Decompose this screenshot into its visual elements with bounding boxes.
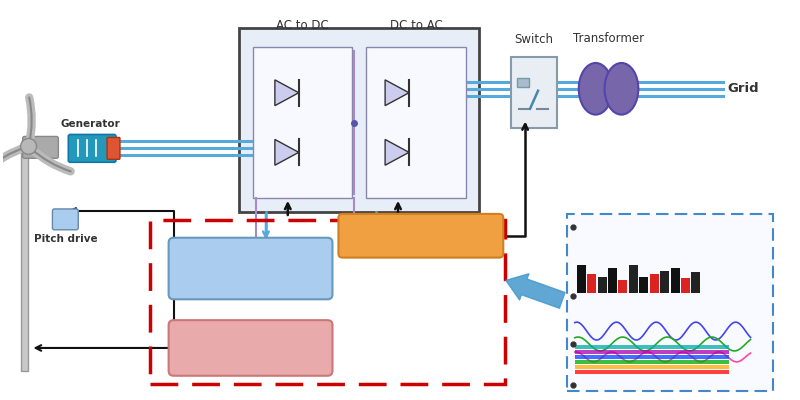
FancyBboxPatch shape [53,209,78,230]
FancyArrowPatch shape [0,147,26,170]
Text: Transformer: Transformer [573,32,644,45]
FancyBboxPatch shape [574,356,729,359]
FancyBboxPatch shape [21,152,28,371]
Ellipse shape [578,63,613,114]
FancyBboxPatch shape [660,271,669,293]
FancyBboxPatch shape [338,214,503,258]
Polygon shape [385,140,409,165]
FancyBboxPatch shape [650,274,658,293]
FancyBboxPatch shape [517,78,529,87]
FancyBboxPatch shape [691,272,700,293]
Text: Generator: Generator [60,120,120,130]
Text: Switch: Switch [514,33,554,46]
FancyBboxPatch shape [629,265,638,293]
Text: DC to AC: DC to AC [390,19,442,32]
Polygon shape [385,80,409,106]
FancyBboxPatch shape [639,277,648,293]
FancyBboxPatch shape [22,136,58,158]
Text: Pitch drive: Pitch drive [34,234,97,244]
FancyBboxPatch shape [511,57,557,128]
FancyBboxPatch shape [587,274,596,293]
FancyArrowPatch shape [30,98,32,144]
FancyBboxPatch shape [574,365,729,369]
FancyBboxPatch shape [567,214,774,391]
FancyBboxPatch shape [107,138,120,159]
FancyArrowPatch shape [30,148,70,171]
Text: Energy storage
system: Energy storage system [210,258,290,279]
FancyBboxPatch shape [598,277,606,293]
Text: converter control: converter control [366,231,475,241]
FancyArrowPatch shape [0,147,26,170]
Text: wind turbine control: wind turbine control [198,343,303,353]
FancyBboxPatch shape [239,28,479,212]
Ellipse shape [605,63,638,114]
FancyBboxPatch shape [608,268,617,293]
FancyBboxPatch shape [618,280,627,293]
FancyBboxPatch shape [577,265,586,293]
FancyBboxPatch shape [574,360,729,364]
Polygon shape [275,140,298,165]
FancyBboxPatch shape [253,47,352,198]
FancyBboxPatch shape [681,278,690,293]
FancyBboxPatch shape [169,238,333,299]
FancyArrowPatch shape [30,148,70,171]
FancyBboxPatch shape [574,346,729,349]
Text: Grid: Grid [728,82,759,95]
FancyBboxPatch shape [169,320,333,376]
FancyArrowPatch shape [30,98,32,144]
FancyBboxPatch shape [670,268,679,293]
FancyArrowPatch shape [506,274,565,308]
Text: AC to DC: AC to DC [276,19,329,32]
Polygon shape [275,80,298,106]
FancyBboxPatch shape [366,47,466,198]
Circle shape [21,138,37,154]
FancyBboxPatch shape [574,370,729,374]
FancyBboxPatch shape [574,350,729,354]
FancyBboxPatch shape [68,134,116,162]
